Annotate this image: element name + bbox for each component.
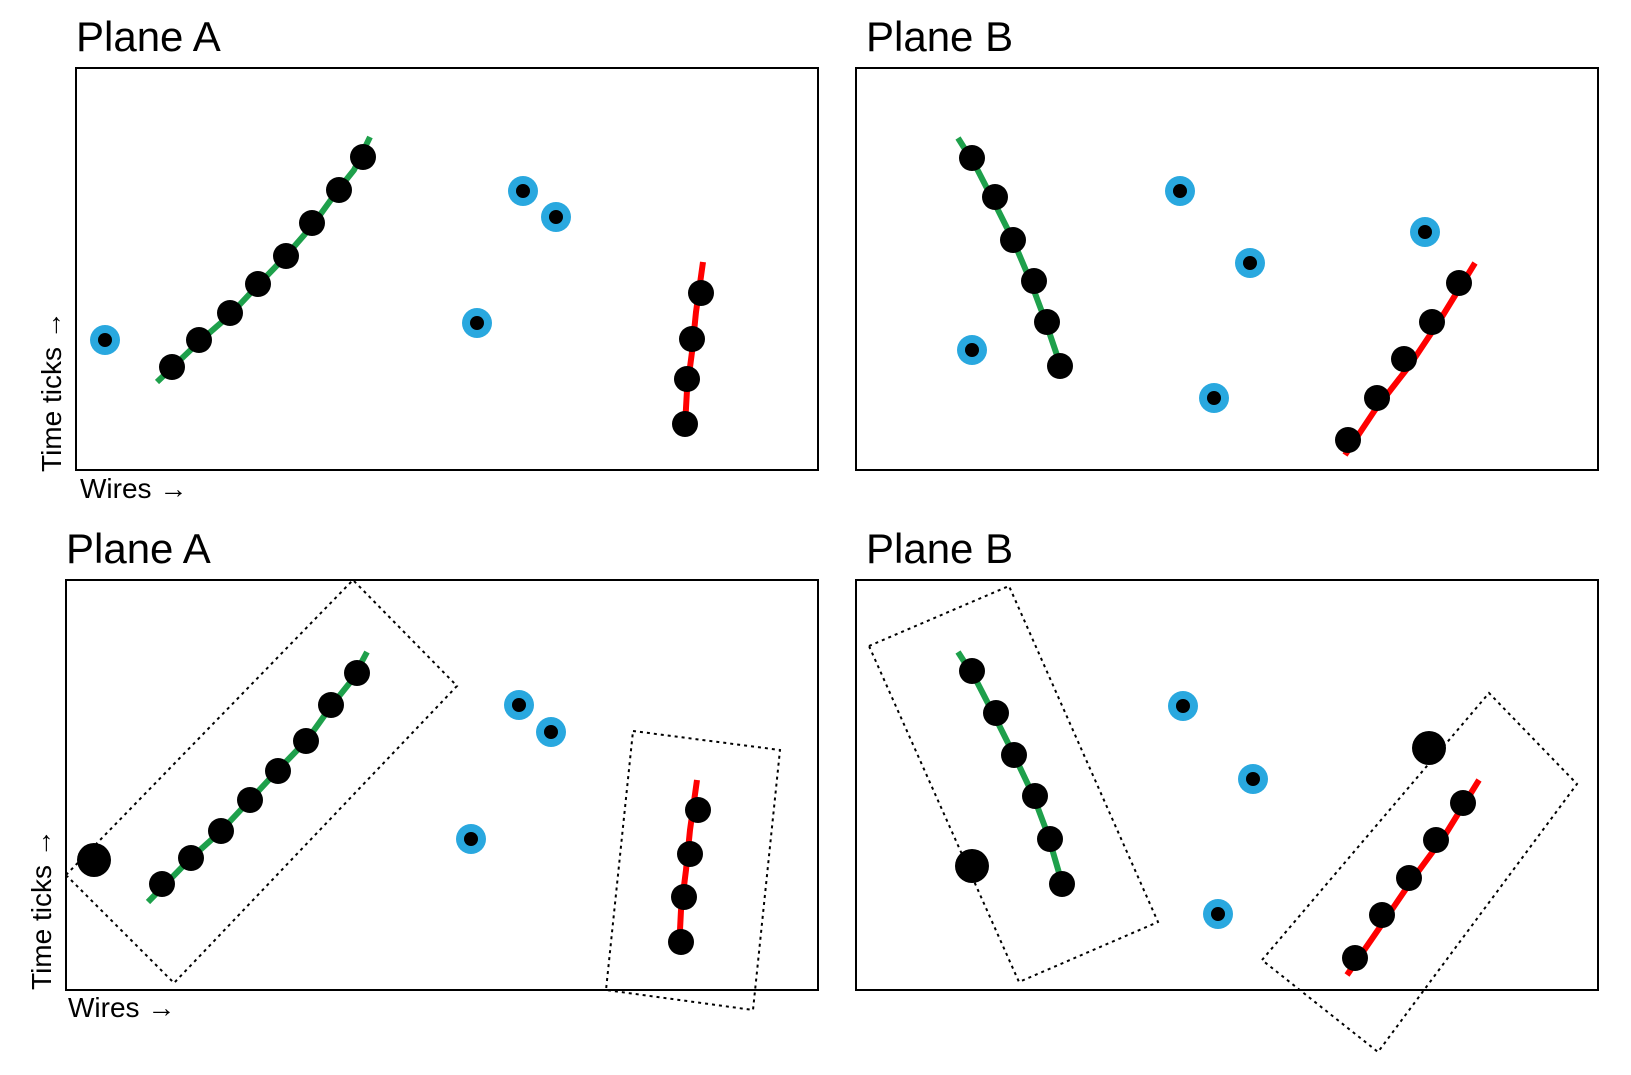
unclustered-hit-bottom-left-0 [512, 698, 526, 712]
unclustered-hit-top-right-0 [1173, 184, 1187, 198]
panel-title-top-right: Plane B [866, 13, 1014, 60]
clustered-hit-bottom-right-red-1 [1369, 902, 1395, 928]
cluster-box-bottom-left-green [64, 578, 459, 985]
clustered-hit-top-left-red-1 [674, 366, 700, 392]
panel-title-top-left: Plane A [76, 13, 221, 60]
clustered-hit-top-right-red-1 [1364, 385, 1390, 411]
clustered-hit-bottom-left-green-0 [149, 871, 175, 897]
unclustered-hit-top-right-3 [965, 343, 979, 357]
clustered-hit-top-right-green-3 [1021, 268, 1047, 294]
clustered-hit-bottom-right-green-0 [959, 658, 985, 684]
clustered-hit-top-right-green-0 [959, 145, 985, 171]
unclustered-hit-top-left-1 [516, 184, 530, 198]
clustered-hit-top-left-green-3 [245, 271, 271, 297]
clustered-hit-bottom-right-green-2 [1001, 742, 1027, 768]
unclustered-hit-top-left-0 [98, 333, 112, 347]
x-axis-label-top: Wires → [80, 473, 188, 504]
clustered-hit-top-left-green-4 [273, 243, 299, 269]
clustered-hit-bottom-left-green-2 [208, 818, 234, 844]
clustered-hit-top-left-red-3 [688, 280, 714, 306]
unclustered-hit-top-right-2 [1418, 225, 1432, 239]
clustered-hit-bottom-left-green-7 [344, 660, 370, 686]
x-axis-label-bottom: Wires → [68, 992, 176, 1023]
panel-frame-top-left [75, 67, 819, 471]
clustered-hit-bottom-left-green-1 [178, 845, 204, 871]
panel-title-bottom-left: Plane A [66, 525, 211, 572]
clustered-hit-bottom-left-green-6 [318, 692, 344, 718]
clustered-hit-bottom-right-green-5 [1049, 871, 1075, 897]
unclustered-hit-bottom-right-1 [1246, 772, 1260, 786]
panel-frame-top-right [855, 67, 1599, 471]
clustered-hit-top-left-green-1 [186, 327, 212, 353]
clustered-hit-bottom-right-red-3 [1423, 827, 1449, 853]
clustered-hit-bottom-right-green-3 [1022, 783, 1048, 809]
panel-frame-bottom-right [855, 579, 1599, 991]
clustered-hit-top-left-green-5 [299, 210, 325, 236]
panel-frame-bottom-left [65, 579, 819, 991]
clustered-hit-top-right-green-4 [1034, 309, 1060, 335]
clustered-hit-bottom-left-red-0 [668, 929, 694, 955]
unclustered-hit-top-right-4 [1207, 391, 1221, 405]
extra-hit-bottom-right-upper [1412, 731, 1446, 765]
clustered-hit-bottom-left-red-1 [671, 884, 697, 910]
clustered-hit-top-left-red-2 [679, 326, 705, 352]
panel-title-bottom-right: Plane B [866, 525, 1014, 572]
unclustered-hit-top-right-1 [1243, 256, 1257, 270]
clustered-hit-top-right-green-5 [1047, 353, 1073, 379]
cluster-box-bottom-right-green [867, 584, 1160, 984]
clustered-hit-top-right-red-4 [1446, 270, 1472, 296]
clustered-hit-bottom-right-red-2 [1396, 865, 1422, 891]
clustered-hit-top-left-green-7 [350, 144, 376, 170]
clustered-hit-bottom-left-green-4 [265, 758, 291, 784]
extra-hit-bottom-right-left [955, 849, 989, 883]
clustered-hit-bottom-right-green-4 [1037, 826, 1063, 852]
unclustered-hit-bottom-left-2 [464, 832, 478, 846]
extra-hit-bottom-left [77, 843, 111, 877]
clustered-hit-bottom-left-green-3 [237, 787, 263, 813]
cluster-box-bottom-right-red [1260, 691, 1579, 1054]
clustered-hit-top-left-green-0 [159, 354, 185, 380]
clustered-hit-top-left-green-2 [217, 300, 243, 326]
clustered-hit-top-right-red-0 [1335, 427, 1361, 453]
clustered-hit-top-right-red-3 [1419, 309, 1445, 335]
unclustered-hit-bottom-right-0 [1176, 699, 1190, 713]
clustered-hit-bottom-left-red-2 [677, 841, 703, 867]
unclustered-hit-bottom-left-1 [544, 725, 558, 739]
clustered-hit-top-right-green-1 [982, 184, 1008, 210]
clustered-hit-bottom-left-green-5 [293, 728, 319, 754]
clustered-hit-bottom-right-red-4 [1450, 790, 1476, 816]
unclustered-hit-bottom-right-2 [1211, 907, 1225, 921]
clustered-hit-top-left-red-0 [672, 411, 698, 437]
clustered-hit-bottom-right-red-0 [1342, 945, 1368, 971]
unclustered-hit-top-left-3 [470, 316, 484, 330]
clustered-hit-top-left-green-6 [326, 177, 352, 203]
clustered-hit-top-right-green-2 [1000, 227, 1026, 253]
clustered-hit-bottom-right-green-1 [983, 700, 1009, 726]
unclustered-hit-top-left-2 [549, 210, 563, 224]
cluster-box-bottom-left-red [604, 729, 782, 1012]
clustered-hit-bottom-left-red-3 [685, 797, 711, 823]
clustered-hit-top-right-red-2 [1391, 346, 1417, 372]
